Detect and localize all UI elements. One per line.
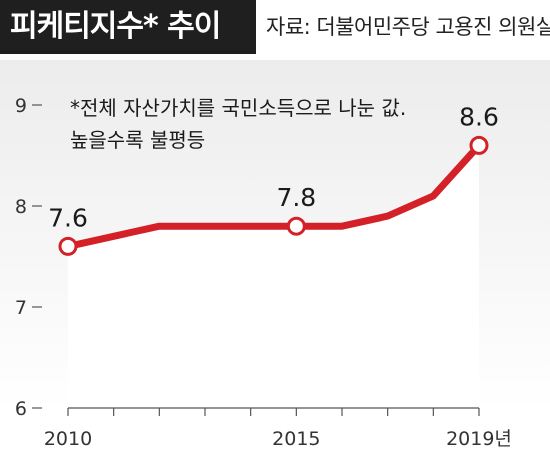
data-label-2015: 7.8 xyxy=(276,183,316,212)
source-text: 자료: 더불어민주당 고용진 의원실 xyxy=(266,15,550,39)
data-point-2010 xyxy=(58,236,78,256)
plot-layer: 6 7 8 9 2010 2015 2019년 7.6 7.8 8.6 xyxy=(15,95,512,450)
data-label-2010: 7.6 xyxy=(48,203,88,232)
series-line xyxy=(64,141,483,250)
y-tick-label-7: 7 xyxy=(15,297,27,319)
y-tick-label-9: 9 xyxy=(15,95,27,117)
x-tick-label-2019: 2019년 xyxy=(446,428,512,450)
data-point-2015 xyxy=(286,216,306,236)
chart-title: 피케티지수* 추이 xyxy=(0,0,256,54)
y-tick-label-6: 6 xyxy=(15,398,27,420)
note-line-2: 높을수록 불평등 xyxy=(70,128,205,152)
data-label-2019: 8.6 xyxy=(459,102,499,131)
x-tick-label-2015: 2015 xyxy=(272,428,320,450)
area-fill xyxy=(68,145,479,408)
data-point-2019 xyxy=(469,135,489,155)
x-tick-label-2010: 2010 xyxy=(44,428,92,450)
y-tick-label-8: 8 xyxy=(15,196,27,218)
note-line-1: *전체 자산가치를 국민소득으로 나눈 값. xyxy=(70,96,406,120)
chart-header: 피케티지수* 추이 자료: 더불어민주당 고용진 의원실 xyxy=(0,0,550,60)
